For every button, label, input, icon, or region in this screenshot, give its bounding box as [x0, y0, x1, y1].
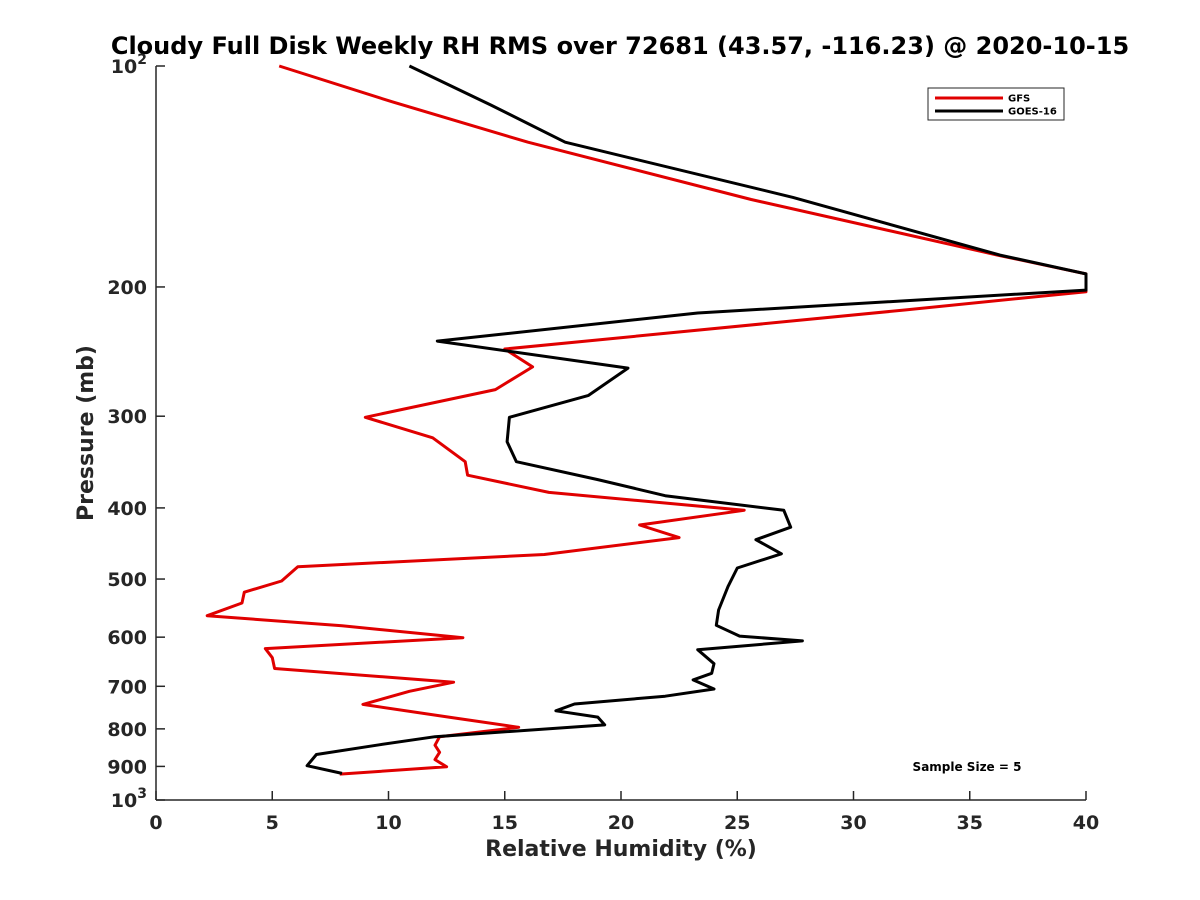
y-axis-label: Pressure (mb) [74, 345, 99, 521]
y-tick-label: 900 [107, 756, 147, 778]
x-tick-label: 5 [266, 812, 279, 834]
y-tick-label: 800 [107, 719, 147, 741]
plot-area: 0 5 10 15 20 25 30 35 40 102 200 300 400 500 600 700 80… [107, 52, 1099, 834]
x-tick-label: 30 [840, 812, 866, 834]
legend-box [927, 87, 1065, 121]
chart-title: Cloudy Full Disk Weekly RH RMS over 7268… [111, 32, 1129, 60]
x-tick-label: 35 [957, 812, 983, 834]
sample-size-annotation: Sample Size = 5 [913, 760, 1022, 774]
y-tick-label: 300 [107, 406, 147, 428]
x-tick-label: 25 [724, 812, 750, 834]
x-tick-label: 15 [492, 812, 518, 834]
y-tick-label: 500 [107, 569, 147, 591]
y-tick-label: 400 [107, 498, 147, 520]
x-tick-label: 20 [608, 812, 634, 834]
x-tick-label: 40 [1073, 812, 1099, 834]
legend-items: GFS GOES-16 [935, 94, 1057, 118]
y-tick-label: 200 [107, 277, 147, 299]
series-line-goes-16 [305, 64, 1088, 775]
y-tick-label: 102 [111, 52, 147, 78]
legend-label-goes-16: GOES-16 [1008, 107, 1057, 118]
x-tick-label: 0 [149, 812, 162, 834]
y-axis-ticks: 102 200 300 400 500 600 700 800 900 103 [107, 52, 165, 812]
series-line-gfs [205, 64, 1088, 776]
legend: GFS GOES-16 [927, 87, 1065, 121]
x-axis-label: Relative Humidity (%) [485, 837, 757, 862]
y-tick-label: 700 [107, 676, 147, 698]
x-axis-ticks: 0 5 10 15 20 25 30 35 40 [149, 791, 1099, 834]
series-layer [205, 64, 1088, 776]
y-tick-label: 600 [107, 627, 147, 649]
y-tick-label: 103 [111, 786, 147, 812]
x-tick-label: 10 [375, 812, 401, 834]
legend-label-gfs: GFS [1008, 94, 1030, 105]
